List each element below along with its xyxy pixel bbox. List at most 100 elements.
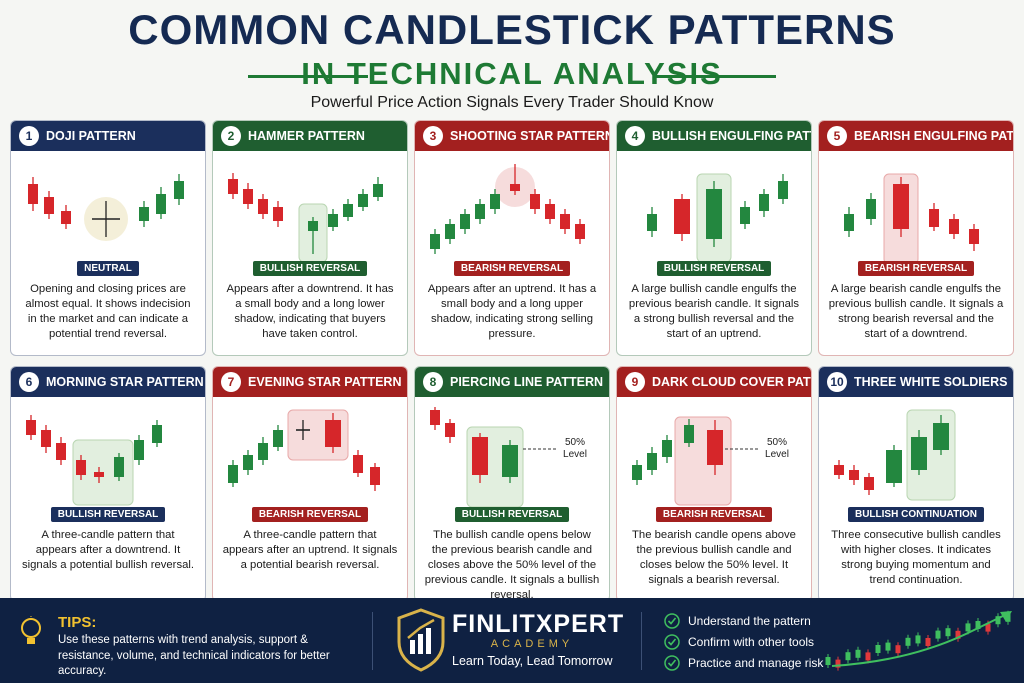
card-title: BEARISH ENGULFING PATTERN <box>854 129 1014 143</box>
card-number: 3 <box>423 126 443 146</box>
mini-candle <box>955 630 961 639</box>
pattern-illustration <box>834 409 956 501</box>
candle-body <box>343 204 353 217</box>
check-mark <box>667 616 677 625</box>
mini-candle <box>895 645 901 654</box>
mini-candle <box>875 645 881 653</box>
tag: BEARISH REVERSAL <box>453 261 571 276</box>
candle-body <box>929 209 939 227</box>
card: 7 EVENING STAR PATTERN BEARISH REVERSAL A t… <box>212 366 408 602</box>
tag: BEARISH REVERSAL <box>251 507 369 522</box>
candle-body <box>949 219 959 234</box>
card-title: PIERCING LINE PATTERN <box>450 375 604 389</box>
description: Appears after a downtrend. It has a smal… <box>226 283 394 340</box>
card-header: 2 HAMMER PATTERN <box>213 121 407 151</box>
card-number: 8 <box>423 372 443 392</box>
candle-body <box>328 214 338 227</box>
tag: BEARISH REVERSAL <box>857 261 975 276</box>
description: A three-candle pattern that appears afte… <box>222 529 398 571</box>
tag: NEUTRAL <box>77 261 139 276</box>
card-header: 3 SHOOTING STAR PATTERN <box>415 121 609 151</box>
tag: BULLISH REVERSAL <box>50 507 166 522</box>
title: COMMON CANDLESTICK PATTERNS <box>128 6 896 53</box>
candle-body <box>933 423 949 450</box>
candle-body <box>243 189 253 204</box>
candles <box>834 409 956 501</box>
card-header: 7 EVENING STAR PATTERN <box>213 367 407 397</box>
description: Opening and closing prices are almost eq… <box>25 283 191 340</box>
candle-body <box>502 445 518 477</box>
candle-body <box>560 214 570 229</box>
candle-body <box>114 457 124 477</box>
candle-body <box>430 410 440 425</box>
candle-body <box>445 224 455 239</box>
candle-body <box>308 221 318 231</box>
candle-body <box>373 184 383 197</box>
checklist-text: Understand the pattern <box>688 613 811 628</box>
candle-body <box>475 204 485 219</box>
candles: 50%Level <box>430 407 587 507</box>
card-number: 9 <box>625 372 645 392</box>
card-header: 4 BULLISH ENGULFING PATTERN <box>617 121 811 151</box>
candle-body <box>707 430 723 465</box>
candle-body <box>228 465 238 483</box>
candles <box>28 174 184 241</box>
candle-body <box>152 425 162 443</box>
card-header: 8 PIERCING LINE PATTERN <box>415 367 609 397</box>
card-number: 10 <box>827 372 847 392</box>
pattern-illustration <box>228 173 383 261</box>
card-header: 10 THREE WHITE SOLDIERS <box>819 367 1013 397</box>
card-number: 6 <box>19 372 39 392</box>
candle-body <box>684 425 694 443</box>
card-header: 9 DARK CLOUD COVER PATTERN <box>617 367 811 397</box>
candle-body <box>445 423 455 437</box>
card-title: DOJI PATTERN <box>46 129 136 143</box>
candle-body <box>778 181 788 199</box>
mini-candle <box>985 623 991 632</box>
candles <box>844 173 979 261</box>
card: 1 DOJI PATTERN NEUTRAL Opening and closing … <box>10 120 206 356</box>
mini-candle <box>825 657 831 665</box>
description: The bearish candle opens above the previ… <box>632 529 796 586</box>
description: A three-candle pattern that appears afte… <box>21 529 195 571</box>
pattern-illustration <box>28 174 184 241</box>
brand-logo <box>397 608 445 672</box>
candle-body <box>740 207 750 224</box>
candle-body <box>273 207 283 221</box>
card-number: 7 <box>221 372 241 392</box>
candles <box>26 415 162 506</box>
level-note: 50% <box>565 437 585 448</box>
candle-body <box>893 184 909 229</box>
candle-body <box>545 204 555 219</box>
divider <box>641 612 642 670</box>
candle-body <box>706 189 722 239</box>
mini-candle <box>965 623 971 632</box>
candle-body <box>28 184 38 204</box>
card: 4 BULLISH ENGULFING PATTERN BULLISH REVERS… <box>616 120 812 356</box>
candle-body <box>273 430 283 447</box>
card: 5 BEARISH ENGULFING PATTERN BEARISH REVERS… <box>818 120 1014 356</box>
level-note: 50% <box>767 437 787 448</box>
candle-body <box>258 443 268 460</box>
brand: FINLITXPERT <box>452 610 625 638</box>
subtitle: Powerful Price Action Signals Every Trad… <box>310 94 714 111</box>
tips-title: TIPS: <box>58 614 97 631</box>
check-icon <box>664 654 680 671</box>
check-circle <box>664 654 680 671</box>
candle-body <box>530 194 540 209</box>
check-circle <box>664 633 680 650</box>
candle-body <box>228 179 238 194</box>
candle-body <box>886 450 902 483</box>
mini-candle <box>845 652 851 661</box>
mini-candle <box>885 642 891 651</box>
title-line2: IN TECHNICAL ANALYSIS <box>301 56 723 91</box>
candle-body <box>864 477 874 490</box>
tips-text: Use these patterns with trend analysis, … <box>58 634 330 678</box>
card-title: HAMMER PATTERN <box>248 129 365 143</box>
candle-body <box>370 467 380 485</box>
tagline: Learn Today, Lead Tomorrow <box>452 654 613 668</box>
candle-body <box>844 214 854 231</box>
pattern-illustration <box>430 164 585 254</box>
